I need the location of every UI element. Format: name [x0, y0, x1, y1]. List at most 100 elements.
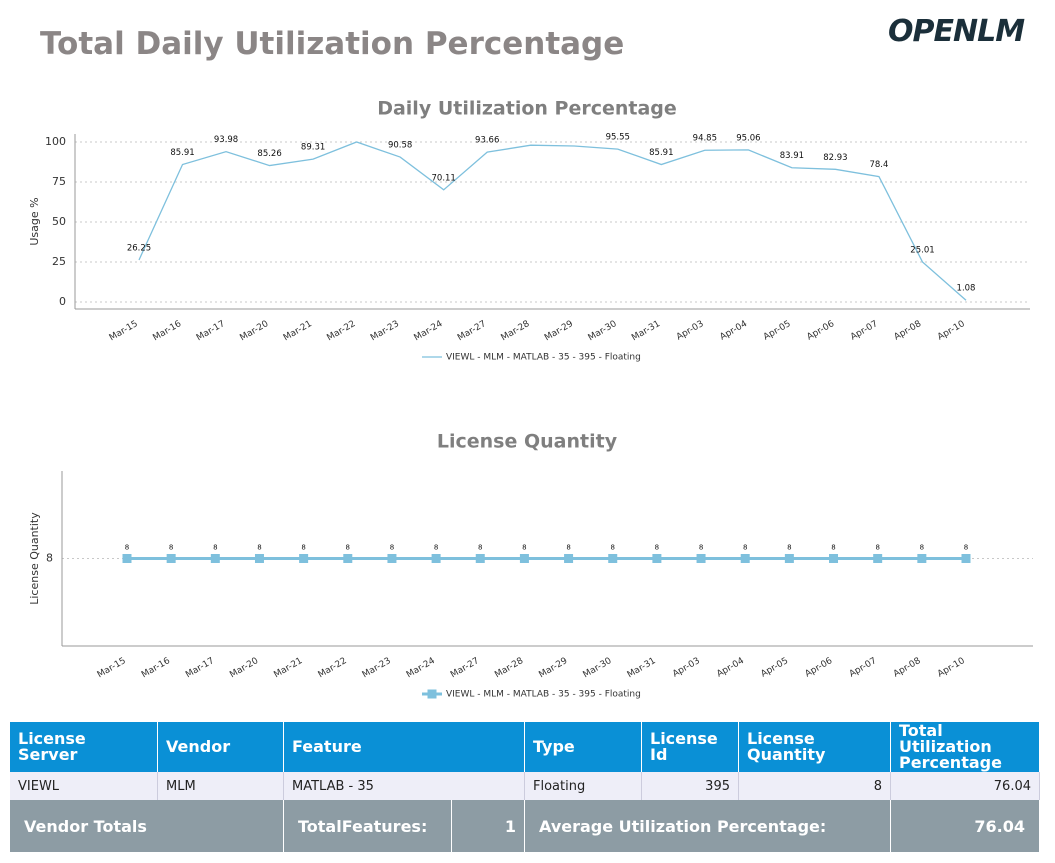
x-tick-label: Mar-21	[282, 319, 314, 343]
marker	[652, 554, 662, 563]
cell: VIEWL	[10, 772, 158, 800]
marker	[210, 554, 220, 563]
x-tick-label: Mar-23	[361, 656, 393, 680]
x-tick-label: Apr-07	[848, 656, 879, 680]
column-header: Vendor	[158, 722, 284, 772]
data-label: 8	[655, 544, 659, 552]
x-tick-label: Apr-06	[804, 656, 835, 680]
x-tick-label: Mar-23	[369, 319, 401, 343]
charts: Daily Utilization Percentage Usage % 0 25 50…	[28, 98, 1033, 700]
cell: 395	[642, 772, 739, 800]
totals-value: 1	[452, 800, 525, 852]
data-label: 8	[611, 544, 615, 552]
marker	[917, 554, 927, 563]
x-tick-label: Mar-15	[96, 656, 128, 680]
marker	[343, 554, 353, 563]
x-tick-label: Mar-30	[587, 319, 619, 343]
data-label: 8	[478, 544, 482, 552]
x-tick-label: Mar-17	[195, 319, 227, 343]
data-label: 78.4	[869, 160, 888, 170]
marker	[166, 554, 176, 563]
x-tick-label: Apr-07	[849, 319, 880, 343]
data-label: 85.91	[649, 148, 673, 158]
marker	[475, 554, 485, 563]
data-label: 8	[125, 544, 129, 552]
marker	[829, 554, 839, 563]
cell: 76.04	[891, 772, 1040, 800]
data-label: 8	[434, 544, 438, 552]
marker	[696, 554, 706, 563]
x-tick-label: Mar-28	[500, 319, 532, 343]
column-header: License Server	[10, 722, 158, 772]
x-tick-label: Apr-04	[718, 319, 749, 343]
y-tick-label: 0	[59, 295, 66, 308]
column-header: License Id	[642, 722, 739, 772]
x-tick-label: Mar-15	[108, 319, 140, 343]
marker	[254, 554, 264, 563]
data-label: 8	[831, 544, 835, 552]
y-tick-label: 100	[45, 135, 66, 148]
totals-label: Vendor Totals	[10, 800, 284, 852]
data-label: 8	[920, 544, 924, 552]
data-label: 8	[522, 544, 526, 552]
data-label: 85.91	[170, 148, 194, 158]
marker	[122, 554, 132, 563]
x-tick-label: Apr-06	[805, 319, 836, 343]
chart-title: License Quantity	[437, 431, 618, 453]
legend-marker	[427, 689, 437, 699]
data-label: 93.98	[214, 135, 238, 145]
marker	[873, 554, 883, 563]
marker	[740, 554, 750, 563]
y-axis-label: Usage %	[28, 197, 41, 245]
x-tick-label: Apr-05	[762, 319, 793, 343]
x-tick-label: Mar-17	[184, 656, 216, 680]
x-tick-label: Apr-04	[715, 656, 746, 680]
data-label: 83.91	[780, 151, 804, 161]
marker	[784, 554, 794, 563]
data-label: 25.01	[910, 245, 934, 255]
x-tick-label: Mar-24	[412, 319, 444, 343]
data-label: 85.26	[257, 149, 281, 159]
y-tick-label: 50	[52, 215, 66, 228]
series-line	[138, 141, 967, 301]
data-label: 8	[787, 544, 791, 552]
x-tick-label: Mar-20	[228, 656, 260, 680]
x-tick-label: Mar-16	[151, 319, 183, 343]
data-label: 8	[257, 544, 261, 552]
data-label: 8	[699, 544, 703, 552]
totals-value: 76.04	[891, 800, 1040, 852]
x-tick-label: Mar-31	[626, 656, 658, 680]
y-tick-label: 75	[52, 175, 66, 188]
x-tick-label: Mar-21	[272, 656, 304, 680]
y-axis-label: License Quantity	[28, 512, 41, 605]
column-header: License Quantity	[739, 722, 891, 772]
x-tick-label: Apr-10	[936, 319, 967, 343]
marker	[431, 554, 441, 563]
marker	[519, 554, 529, 563]
x-tick-label: Apr-03	[675, 319, 706, 343]
x-tick-label: Apr-05	[759, 656, 790, 680]
chart-title: Daily Utilization Percentage	[377, 98, 677, 120]
x-tick-label: Mar-16	[140, 656, 172, 680]
cell: 8	[739, 772, 891, 800]
page-title: Total Daily Utilization Percentage	[40, 26, 625, 62]
data-label: 8	[213, 544, 217, 552]
totals-label: TotalFeatures:	[284, 800, 452, 852]
data-label: 82.93	[823, 153, 847, 163]
cell: Floating	[525, 772, 642, 800]
x-tick-label: Mar-27	[456, 319, 488, 343]
x-tick-label: Mar-22	[325, 319, 357, 343]
data-label: 8	[875, 544, 879, 552]
data-label: 94.85	[693, 134, 717, 144]
totals-label: Average Utilization Percentage:	[525, 800, 891, 852]
marker	[387, 554, 397, 563]
data-label: 8	[743, 544, 747, 552]
data-label: 89.31	[301, 143, 325, 153]
cell: MLM	[158, 772, 284, 800]
data-label: 90.58	[388, 141, 412, 151]
marker	[608, 554, 618, 563]
cell: MATLAB - 35	[284, 772, 525, 800]
x-tick-label: Apr-08	[892, 656, 923, 680]
x-tick-label: Mar-31	[630, 319, 662, 343]
column-header: Total Utilization Percentage	[891, 722, 1040, 772]
